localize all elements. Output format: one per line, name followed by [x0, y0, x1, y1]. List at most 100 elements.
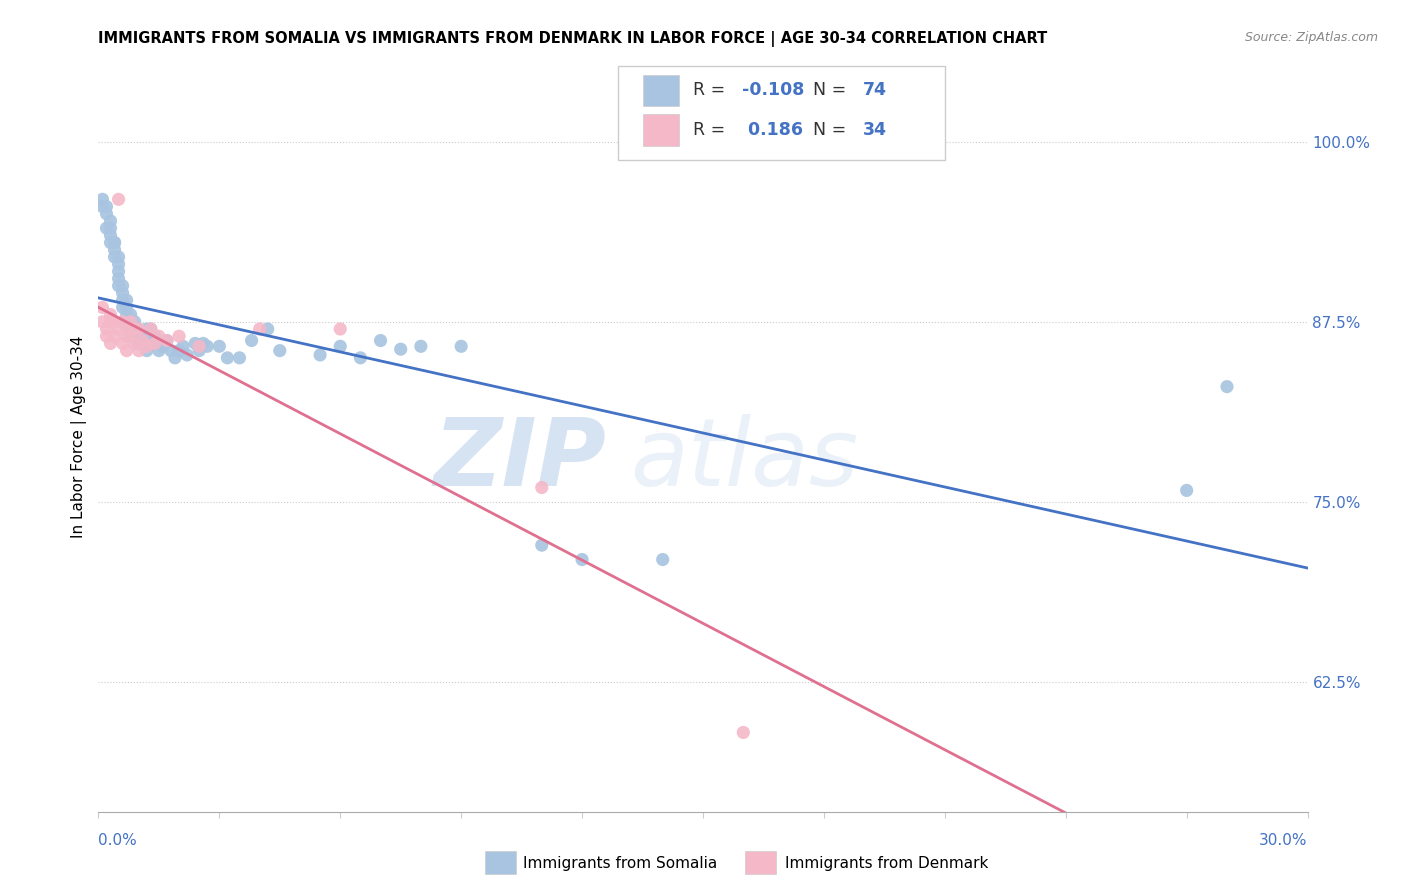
Point	[409, 339, 432, 353]
Point	[103, 235, 125, 250]
Point	[370, 334, 392, 348]
Point	[148, 336, 170, 351]
Point	[217, 351, 239, 365]
Point	[124, 322, 146, 336]
Point	[124, 322, 146, 336]
Point	[530, 481, 553, 495]
Point	[96, 200, 118, 214]
Point	[208, 339, 231, 353]
Point	[120, 329, 142, 343]
Point	[530, 538, 553, 552]
Point	[240, 334, 263, 348]
Point	[139, 322, 162, 336]
Point	[100, 235, 122, 250]
Point	[120, 315, 142, 329]
Point	[309, 348, 332, 362]
Point	[195, 339, 218, 353]
Text: 34: 34	[863, 121, 887, 139]
Point	[111, 301, 134, 315]
Point	[96, 322, 118, 336]
Point	[167, 329, 190, 343]
Point	[1216, 379, 1239, 393]
FancyBboxPatch shape	[619, 66, 945, 160]
Point	[128, 336, 150, 351]
Point	[115, 308, 138, 322]
Point	[1175, 483, 1198, 498]
Point	[100, 336, 122, 351]
Point	[107, 322, 129, 336]
Bar	[643, 75, 679, 106]
Point	[115, 329, 138, 343]
Point	[148, 343, 170, 358]
Point	[143, 329, 166, 343]
Point	[103, 315, 125, 329]
Point	[329, 322, 352, 336]
Point	[269, 343, 291, 358]
Point	[96, 207, 118, 221]
Text: R =: R =	[693, 81, 731, 99]
Point	[156, 334, 179, 348]
Point	[100, 228, 122, 243]
Point	[193, 336, 215, 351]
Point	[107, 257, 129, 271]
Point	[389, 342, 412, 356]
Point	[91, 200, 114, 214]
Text: IMMIGRANTS FROM SOMALIA VS IMMIGRANTS FROM DENMARK IN LABOR FORCE | AGE 30-34 CO: IMMIGRANTS FROM SOMALIA VS IMMIGRANTS FR…	[98, 31, 1047, 47]
Text: 74: 74	[863, 81, 887, 99]
Text: 0.186: 0.186	[742, 121, 803, 139]
Point	[120, 322, 142, 336]
Point	[256, 322, 278, 336]
Point	[103, 235, 125, 250]
Point	[120, 315, 142, 329]
Point	[111, 336, 134, 351]
Bar	[643, 114, 679, 145]
Text: N =: N =	[803, 81, 852, 99]
Point	[249, 322, 271, 336]
Point	[188, 339, 211, 353]
Text: atlas: atlas	[630, 414, 859, 505]
Point	[107, 192, 129, 206]
Point	[132, 334, 155, 348]
Point	[651, 552, 673, 566]
Point	[107, 250, 129, 264]
Text: Immigrants from Denmark: Immigrants from Denmark	[785, 856, 988, 871]
Point	[111, 315, 134, 329]
Point	[160, 343, 183, 358]
Point	[139, 322, 162, 336]
Point	[107, 271, 129, 285]
Text: Source: ZipAtlas.com: Source: ZipAtlas.com	[1244, 31, 1378, 45]
Point	[571, 552, 593, 566]
Point	[124, 315, 146, 329]
Point	[100, 315, 122, 329]
Point	[163, 351, 186, 365]
Point	[733, 725, 755, 739]
Point	[91, 301, 114, 315]
Point	[135, 343, 157, 358]
Point	[128, 329, 150, 343]
Point	[115, 343, 138, 358]
Point	[128, 322, 150, 336]
Point	[139, 336, 162, 351]
Point	[124, 329, 146, 343]
Point	[167, 343, 190, 358]
Point	[228, 351, 250, 365]
Point	[96, 329, 118, 343]
Point	[115, 293, 138, 308]
Point	[100, 221, 122, 235]
Point	[96, 221, 118, 235]
Text: N =: N =	[803, 121, 852, 139]
Point	[100, 214, 122, 228]
Point	[176, 348, 198, 362]
Point	[132, 336, 155, 351]
Point	[103, 329, 125, 343]
Point	[103, 243, 125, 257]
Point	[111, 293, 134, 308]
Point	[172, 339, 194, 353]
Text: -0.108: -0.108	[742, 81, 804, 99]
Point	[120, 329, 142, 343]
Point	[132, 329, 155, 343]
Point	[148, 329, 170, 343]
Point	[107, 278, 129, 293]
Point	[128, 343, 150, 358]
Point	[115, 322, 138, 336]
